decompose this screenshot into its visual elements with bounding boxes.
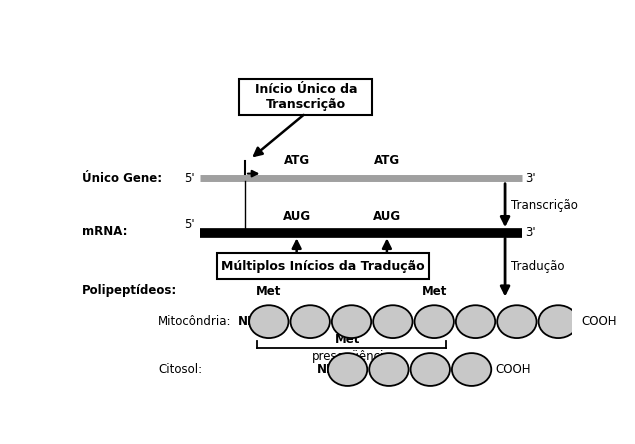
Ellipse shape [290, 305, 330, 338]
Text: Múltiplos Inícios da Tradução: Múltiplos Inícios da Tradução [221, 260, 425, 273]
Text: Mitocôndria:: Mitocôndria: [158, 315, 232, 328]
Text: Citosol:: Citosol: [158, 363, 202, 376]
Text: Met: Met [335, 333, 360, 346]
Ellipse shape [369, 353, 408, 386]
Text: 3': 3' [525, 226, 535, 239]
Ellipse shape [497, 305, 537, 338]
Text: COOH: COOH [582, 315, 617, 328]
Text: Met: Met [256, 285, 281, 298]
Ellipse shape [538, 305, 578, 338]
Text: Início Único da
Transcrição: Início Único da Transcrição [255, 83, 357, 111]
Ellipse shape [332, 305, 371, 338]
Text: mRNA:: mRNA: [82, 225, 128, 238]
Ellipse shape [411, 353, 450, 386]
Ellipse shape [328, 353, 367, 386]
Ellipse shape [249, 305, 288, 338]
Text: ATG: ATG [284, 154, 310, 167]
Text: 3': 3' [525, 171, 535, 185]
Text: 5': 5' [184, 171, 195, 185]
Ellipse shape [373, 305, 413, 338]
FancyBboxPatch shape [217, 253, 429, 279]
Text: 5': 5' [184, 218, 195, 231]
Text: Transcrição: Transcrição [511, 199, 578, 212]
Text: Polipeptídeos:: Polipeptídeos: [82, 285, 177, 297]
Ellipse shape [456, 305, 495, 338]
Text: COOH: COOH [495, 363, 531, 376]
Text: Tradução: Tradução [511, 260, 565, 273]
Text: ATG: ATG [374, 154, 400, 167]
Ellipse shape [452, 353, 491, 386]
Text: NH₂: NH₂ [238, 315, 263, 328]
Ellipse shape [415, 305, 454, 338]
Text: NH₂: NH₂ [317, 363, 342, 376]
FancyBboxPatch shape [239, 79, 372, 115]
Text: Met: Met [422, 285, 447, 298]
Text: AUG: AUG [283, 210, 311, 222]
Text: Único Gene:: Único Gene: [82, 171, 162, 185]
Text: preseqüência: preseqüência [312, 350, 391, 363]
Text: AUG: AUG [373, 210, 401, 222]
